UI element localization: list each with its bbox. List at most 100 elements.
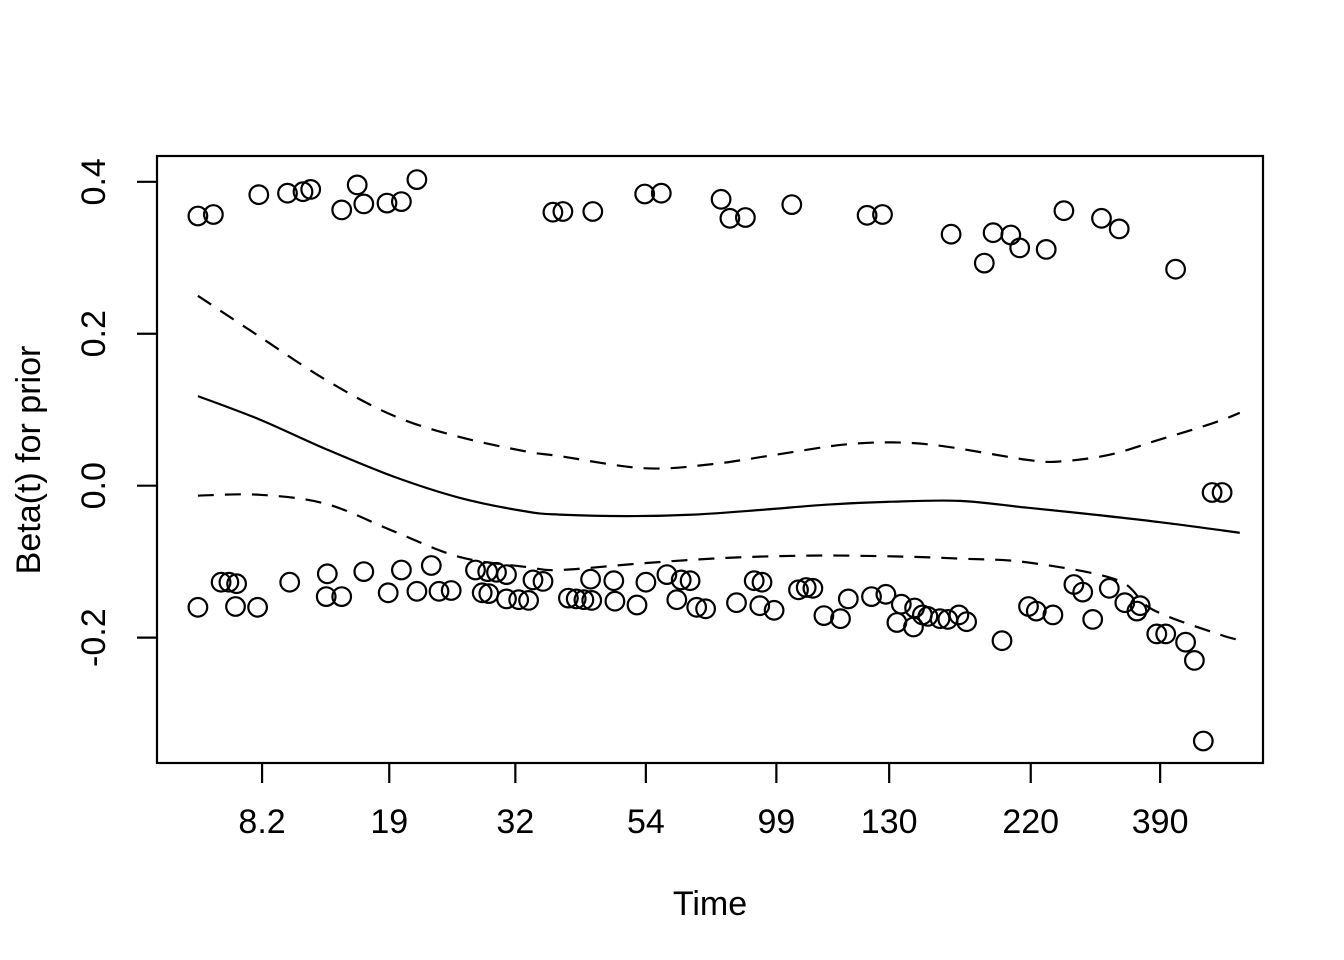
data-point	[749, 595, 771, 617]
data-point	[558, 587, 579, 609]
x-tick-label: 99	[757, 803, 795, 841]
x-tick-label: 220	[1002, 803, 1059, 841]
upper-ci-line	[197, 294, 1241, 470]
data-point	[277, 182, 298, 204]
x-tick-label: 19	[370, 803, 408, 841]
data-point	[695, 598, 716, 620]
data-point	[187, 596, 209, 618]
data-point	[875, 583, 897, 605]
data-point	[1175, 631, 1196, 653]
y-tick-label: 0.2	[75, 310, 113, 357]
data-point	[552, 201, 574, 222]
data-point	[1192, 730, 1214, 752]
data-point	[872, 204, 893, 225]
data-point	[532, 571, 554, 592]
x-tick-label: 390	[1132, 803, 1189, 841]
data-point	[813, 605, 835, 626]
data-point	[1082, 609, 1104, 630]
data-point	[1091, 207, 1112, 229]
data-point	[376, 192, 398, 214]
data-point	[656, 564, 678, 585]
data-point	[604, 590, 626, 612]
data-point	[391, 559, 412, 581]
data-point	[187, 205, 209, 227]
x-tick-label: 8.2	[238, 803, 285, 841]
data-point	[763, 599, 785, 621]
data-point	[1000, 224, 1022, 246]
curves	[197, 294, 1241, 641]
y-tick-label: 0.0	[75, 462, 113, 509]
data-point	[573, 589, 595, 611]
data-point	[315, 586, 337, 607]
data-point	[837, 588, 859, 610]
data-point	[1035, 238, 1057, 260]
data-point	[1072, 581, 1094, 603]
data-point	[331, 586, 353, 607]
data-point	[565, 588, 587, 610]
data-point	[202, 204, 224, 225]
data-point	[982, 222, 1004, 244]
data-point	[788, 579, 809, 601]
data-point	[518, 590, 539, 611]
x-axis-title: Time	[673, 885, 747, 923]
data-point	[465, 559, 486, 581]
data-point	[496, 564, 517, 585]
data-point	[861, 586, 882, 607]
data-point	[973, 252, 995, 274]
data-point	[1053, 200, 1075, 222]
data-point	[710, 188, 732, 210]
data-point	[316, 563, 338, 585]
data-point	[802, 577, 824, 599]
data-point	[522, 569, 544, 591]
data-point	[956, 611, 977, 633]
data-point	[991, 630, 1013, 652]
data-point	[650, 182, 672, 204]
data-point	[626, 594, 648, 616]
data-point	[580, 568, 601, 590]
data-point	[735, 207, 756, 228]
data-point	[346, 174, 368, 196]
data-point	[581, 590, 603, 611]
lower-ci-line	[197, 493, 1241, 641]
data-point	[603, 570, 625, 592]
data-point	[496, 588, 517, 610]
data-point	[1146, 623, 1168, 645]
data-point	[679, 570, 701, 592]
data-point	[471, 582, 493, 604]
data-point	[542, 201, 564, 223]
y-axis: 0.4 0.2 0.0 -0.2	[75, 158, 157, 667]
data-point	[751, 571, 773, 593]
data-point	[856, 204, 878, 226]
data-point	[670, 569, 692, 591]
data-point	[406, 580, 428, 602]
residual-points	[187, 169, 1233, 752]
data-point	[247, 596, 269, 618]
data-point	[428, 580, 450, 602]
data-point	[1211, 482, 1233, 503]
data-point	[225, 596, 246, 617]
data-point	[226, 573, 248, 595]
data-point	[634, 183, 656, 205]
x-tick-label: 54	[627, 803, 665, 841]
data-point	[508, 589, 530, 611]
data-point	[1009, 237, 1031, 259]
data-point	[406, 169, 428, 191]
data-point	[420, 555, 442, 576]
data-point	[300, 178, 322, 200]
y-tick-label: 0.4	[75, 158, 113, 205]
data-point	[248, 184, 270, 206]
data-point	[391, 191, 412, 213]
x-tick-label: 130	[861, 803, 918, 841]
data-point	[781, 194, 803, 216]
data-point	[940, 223, 962, 245]
data-point	[1155, 623, 1177, 645]
data-point	[1183, 650, 1205, 671]
data-point	[279, 571, 301, 593]
data-point	[719, 207, 741, 229]
data-point	[331, 199, 353, 221]
data-point	[666, 589, 688, 611]
data-point	[686, 596, 708, 618]
x-axis: 8.2 19 32 54 99 130 220 390	[238, 763, 1189, 841]
